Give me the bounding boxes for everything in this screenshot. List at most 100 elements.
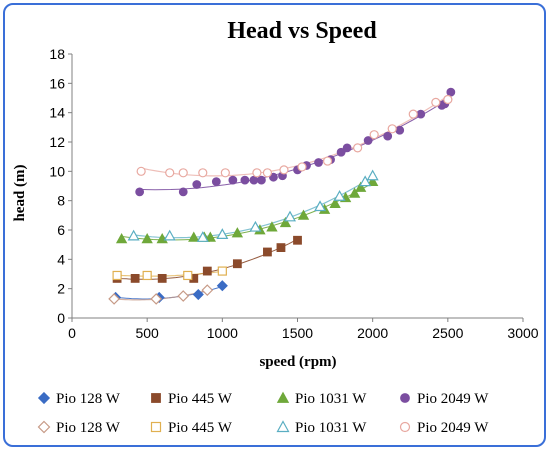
y-tick-label: 8	[57, 193, 65, 209]
series-points	[127, 169, 379, 242]
data-point	[269, 172, 278, 182]
data-point	[369, 130, 379, 140]
data-point	[115, 232, 128, 244]
data-point	[322, 156, 333, 166]
y-tick-label: 10	[49, 163, 65, 179]
data-point	[387, 124, 397, 134]
y-tick-label: 0	[57, 310, 65, 326]
x-tick-label: 2000	[357, 325, 388, 341]
data-point	[279, 165, 289, 175]
data-point	[157, 273, 167, 283]
y-tick-label: 18	[49, 46, 65, 62]
y-tick-label: 14	[49, 105, 65, 121]
data-point	[297, 209, 310, 220]
data-point	[283, 210, 297, 222]
data-point	[383, 131, 393, 141]
data-point	[257, 175, 266, 185]
data-point	[136, 166, 146, 176]
data-point	[217, 266, 227, 276]
data-point	[142, 270, 152, 281]
data-point	[228, 175, 238, 185]
data-point	[220, 168, 230, 178]
x-tick-label: 3000	[507, 325, 538, 341]
data-point	[333, 190, 346, 201]
data-point	[249, 220, 262, 232]
legend-label: Pio 1031 W	[295, 391, 367, 407]
data-point	[201, 284, 214, 296]
series-points	[136, 94, 453, 178]
data-point	[216, 228, 229, 239]
legend-marker	[276, 420, 290, 433]
data-point	[141, 232, 153, 244]
legend-marker	[399, 421, 411, 433]
legend-label: Pio 1031 W	[295, 420, 367, 436]
series-points	[135, 87, 456, 197]
data-point	[336, 147, 346, 157]
data-point	[240, 175, 250, 185]
data-point	[297, 162, 307, 172]
data-point	[183, 270, 193, 281]
data-point	[366, 175, 379, 187]
data-point	[204, 231, 216, 242]
data-point	[431, 97, 441, 108]
y-axis-label: head (m)	[12, 164, 28, 221]
chart-title: Head vs Speed	[227, 18, 377, 44]
x-axis-label: speed (rpm)	[259, 354, 336, 370]
trend-line	[121, 182, 373, 241]
y-tick-label: 6	[57, 222, 65, 238]
data-point	[354, 181, 367, 192]
data-point	[314, 158, 323, 167]
data-point	[366, 169, 379, 181]
data-point	[263, 247, 272, 257]
trend-line	[141, 95, 449, 177]
data-point	[353, 143, 363, 153]
data-point	[216, 280, 228, 292]
data-point	[252, 168, 262, 178]
data-point	[188, 231, 200, 242]
data-point	[395, 125, 405, 135]
data-point	[163, 229, 176, 241]
series-points	[112, 266, 227, 281]
x-tick-label: 500	[135, 325, 159, 341]
data-point	[348, 187, 361, 198]
series-points	[112, 235, 302, 283]
data-point	[202, 266, 212, 276]
legend-marker	[276, 391, 290, 403]
data-point	[192, 180, 202, 189]
data-point	[359, 175, 372, 187]
data-point	[231, 227, 244, 238]
data-point	[150, 293, 163, 305]
data-point	[276, 243, 286, 253]
data-point	[178, 187, 188, 197]
data-point	[363, 136, 373, 145]
data-point	[127, 229, 140, 241]
x-tick-label: 1000	[207, 325, 238, 341]
data-point	[192, 288, 204, 301]
data-point	[165, 168, 175, 178]
data-points	[108, 87, 456, 305]
legend-marker	[150, 421, 162, 433]
data-point	[408, 109, 418, 119]
data-point	[108, 293, 120, 305]
legend-label: Pio 128 W	[56, 420, 121, 436]
data-point	[416, 109, 426, 119]
data-point	[177, 290, 190, 302]
legend: Pio 128 W Pio 445 W Pio 1031 W Pio 2049 W Pi…	[37, 391, 489, 436]
legend-label: Pio 445 W	[168, 391, 233, 407]
data-point	[130, 273, 140, 283]
data-point	[198, 168, 208, 178]
y-tick-label: 16	[49, 75, 65, 91]
y-tick-label: 2	[57, 281, 65, 297]
legend-label: Pio 2049 W	[417, 391, 489, 407]
legend-marker	[151, 393, 161, 403]
legend-label: Pio 2049 W	[417, 420, 489, 436]
x-tick-label: 0	[68, 325, 76, 341]
data-point	[135, 187, 145, 197]
data-point	[112, 270, 122, 281]
data-point	[279, 216, 292, 228]
legend-marker	[400, 393, 410, 403]
legend-label: Pio 128 W	[56, 391, 121, 407]
x-tick-label: 2500	[432, 325, 463, 341]
axes: 0 2 4 6 8 10 12 14 16 18 0 500 1000 1500 2000 2500 3000	[49, 46, 538, 341]
data-point	[232, 259, 242, 269]
